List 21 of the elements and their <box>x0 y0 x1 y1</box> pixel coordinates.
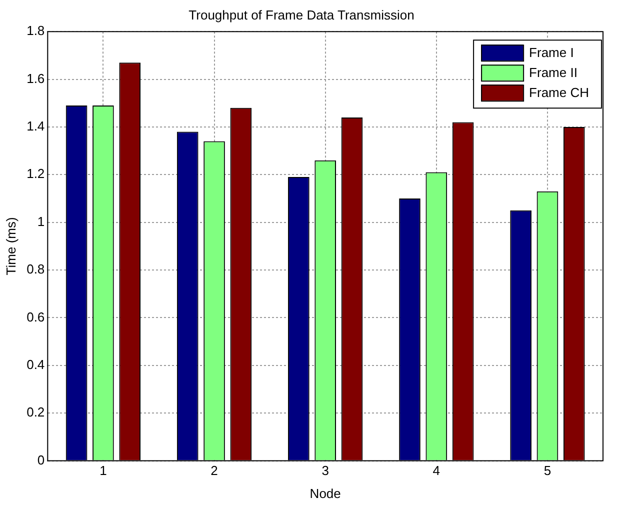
x-tick-label: 1 <box>100 463 107 478</box>
chart-title: Troughput of Frame Data Transmission <box>188 7 414 22</box>
x-axis-title: Node <box>310 486 341 501</box>
y-tick-label: 1.2 <box>26 166 45 182</box>
legend-label: Frame CH <box>529 85 590 100</box>
x-tick-label: 4 <box>432 463 440 478</box>
x-tick-label: 3 <box>322 463 329 478</box>
y-tick-label: 0.2 <box>26 404 45 420</box>
y-tick-label: 0.6 <box>26 309 45 324</box>
y-tick-label: 0 <box>37 452 45 468</box>
y-tick-label: 1 <box>37 214 45 229</box>
legend-label: Frame II <box>529 65 578 80</box>
y-tick-label: 0.8 <box>26 262 45 277</box>
x-tick-label: 5 <box>544 463 552 478</box>
y-axis-title: Time (ms) <box>3 217 18 276</box>
legend-label: Frame I <box>529 45 574 60</box>
y-tick-label: 1.6 <box>26 70 45 86</box>
x-tick-label: 2 <box>210 463 218 478</box>
y-tick-label: 1.8 <box>26 23 45 38</box>
y-tick-label: 0.4 <box>26 357 45 372</box>
y-tick-label: 1.4 <box>26 118 45 134</box>
